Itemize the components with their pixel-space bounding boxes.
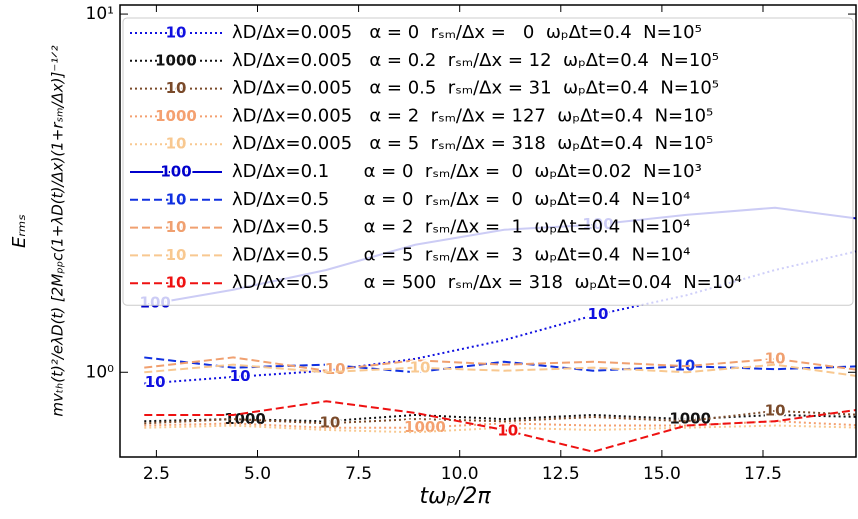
legend-box — [122, 17, 854, 306]
series-line — [144, 356, 856, 374]
legend-tag: 10 — [166, 274, 187, 292]
legend-label: λD/Δx=0.005 α = 5 rₛₘ/Δx = 318 ωₚΔt=0.4 … — [232, 133, 713, 154]
x-tick-label: 17.5 — [744, 464, 782, 484]
series-line — [144, 420, 856, 429]
legend-tag: 10 — [166, 218, 187, 236]
series-line — [144, 363, 856, 377]
x-axis-label: tωₚ/2π — [419, 484, 491, 509]
curve-tag: 10 — [230, 367, 251, 385]
x-tick-label: 12.5 — [542, 464, 580, 484]
x-tick-label: 15.0 — [643, 464, 681, 484]
legend-label: λD/Δx=0.5 α = 500 rₛₘ/Δx = 318 ωₚΔt=0.04… — [232, 272, 742, 293]
legend-tag: 100 — [160, 163, 191, 181]
legend-label: λD/Δx=0.1 α = 0 rₛₘ/Δx = 0 ωₚΔt=0.02 N=1… — [232, 161, 702, 182]
curve-tag: 10 — [319, 414, 340, 432]
legend-tag: 1000 — [155, 107, 197, 125]
curve-tag: 10 — [588, 305, 609, 323]
y-tick-label: 10⁰ — [86, 362, 115, 382]
curve-tag: 1000 — [669, 409, 711, 427]
x-tick-label: 5.0 — [244, 464, 271, 484]
legend-tag: 10 — [166, 24, 187, 42]
x-tick-label: 2.5 — [143, 464, 170, 484]
legend-label: λD/Δx=0.005 α = 2 rₛₘ/Δx = 127 ωₚΔt=0.4 … — [232, 105, 713, 126]
legend-tag: 10 — [166, 246, 187, 264]
curve-tag: 10 — [497, 421, 518, 439]
legend-label: λD/Δx=0.5 α = 2 rₛₘ/Δx = 1 ωₚΔt=0.4 N=10… — [232, 217, 690, 238]
y-tick-label: 10¹ — [86, 4, 114, 24]
legend-tag: 10 — [166, 190, 187, 208]
y-axis-label-formula: mvₜₕ(t)²/eλD(t) [2Mₚₚc(1+λD(t)/Δx)(1+rₛₘ… — [49, 45, 67, 416]
x-tick-label: 7.5 — [345, 464, 372, 484]
y-axis-label: Eᵣₘₛ — [9, 214, 30, 248]
legend-label: λD/Δx=0.005 α = 0 rₛₘ/Δx = 0 ωₚΔt=0.4 N=… — [232, 22, 702, 43]
legend-label: λD/Δx=0.5 α = 0 rₛₘ/Δx = 0 ωₚΔt=0.4 N=10… — [232, 189, 690, 210]
legend-tag: 1000 — [155, 51, 197, 69]
legend-tag: 10 — [166, 79, 187, 97]
curve-tag: 10 — [325, 360, 346, 378]
curve-tag: 10 — [145, 373, 166, 391]
series-line — [144, 400, 856, 453]
series-line — [144, 409, 856, 425]
curve-tag: 10 — [765, 401, 786, 419]
x-tick-label: 10.0 — [441, 464, 479, 484]
series-line — [144, 250, 856, 385]
curve-tag: 10 — [410, 358, 431, 376]
curve-tag: 10 — [765, 349, 786, 367]
series-line — [144, 424, 856, 434]
plot-frame — [119, 4, 857, 458]
legend-label: λD/Δx=0.5 α = 5 rₛₘ/Δx = 3 ωₚΔt=0.4 N=10… — [232, 244, 690, 265]
series-line — [144, 356, 856, 372]
legend-label: λD/Δx=0.005 α = 0.2 rₛₘ/Δx = 12 ωₚΔt=0.4… — [232, 50, 719, 71]
legend-label: λD/Δx=0.005 α = 0.5 rₛₘ/Δx = 31 ωₚΔt=0.4… — [232, 78, 719, 99]
legend-tag: 10 — [166, 135, 187, 153]
